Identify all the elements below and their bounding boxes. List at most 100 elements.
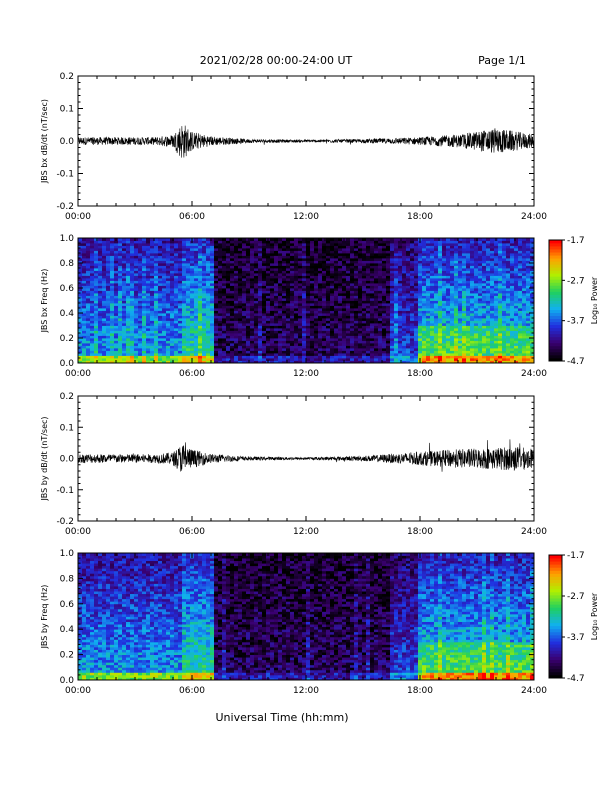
spectrogram-cell: [426, 353, 431, 356]
spectrogram-cell: [234, 245, 239, 249]
spectrogram-cell: [162, 265, 167, 269]
spectrogram-cell: [286, 323, 291, 326]
spectrogram-cell: [114, 288, 119, 291]
spectrogram-cell: [130, 305, 135, 309]
spectrogram-cell: [338, 258, 343, 261]
spectrogram-cell: [182, 263, 187, 266]
spectrogram-cell: [310, 343, 315, 346]
spectrogram-cell: [350, 323, 355, 326]
spectrogram-cell: [310, 350, 315, 354]
spectrogram-cell: [322, 328, 327, 331]
spectrogram-cell: [206, 315, 211, 319]
spectrogram-cell: [382, 265, 387, 269]
spectrogram-cell: [106, 353, 111, 356]
spectrogram-cell: [350, 260, 355, 264]
spectrogram-cell: [418, 320, 423, 324]
spectrogram-cell: [242, 260, 247, 264]
spectrogram-cell: [98, 253, 103, 256]
spectrogram-cell: [406, 318, 411, 321]
spectrogram-cell: [158, 260, 163, 264]
spectrogram-cell: [422, 355, 427, 359]
spectrogram-cell: [414, 353, 419, 356]
spectrogram-cell: [318, 345, 323, 349]
spectrogram-cell: [390, 260, 395, 264]
spectrogram-cell: [150, 290, 155, 294]
spectrogram-cell: [222, 353, 227, 356]
spectrogram-cell: [170, 245, 175, 249]
spectrogram-cell: [410, 290, 415, 294]
spectrogram-cell: [318, 310, 323, 314]
spectrogram-cell: [202, 255, 207, 259]
spectrogram-cell: [114, 358, 119, 361]
spectrogram-cell: [434, 350, 439, 354]
spectrogram-cell: [366, 250, 371, 254]
spectrogram-cell: [78, 263, 83, 266]
spectrogram-cell: [406, 308, 411, 311]
spectrogram-cell: [190, 305, 195, 309]
spectrogram-cell: [178, 293, 183, 296]
spectrogram-cell: [206, 355, 211, 359]
spectrogram-cell: [462, 328, 467, 331]
spectrogram-cell: [266, 333, 271, 336]
spectrogram-cell: [186, 320, 191, 324]
spectrogram-cell: [130, 318, 135, 321]
spectrogram-cell: [218, 333, 223, 336]
spectrogram-cell: [78, 250, 83, 254]
spectrogram-cell: [442, 325, 447, 329]
spectrogram-cell: [106, 330, 111, 334]
spectrogram-cell: [230, 298, 235, 301]
spectrogram-cell: [290, 265, 295, 269]
spectrogram-cell: [334, 323, 339, 326]
spectrogram-cell: [294, 310, 299, 314]
spectrogram-cell: [198, 333, 203, 336]
spectrogram-cell: [306, 245, 311, 249]
spectrogram-cell: [262, 323, 267, 326]
spectrogram-cell: [86, 360, 91, 364]
spectrogram-cell: [350, 305, 355, 309]
spectrogram-cell: [194, 288, 199, 291]
spectrogram-cell: [126, 318, 131, 321]
spectrogram-cell: [302, 308, 307, 311]
spectrogram-cell: [414, 323, 419, 326]
spectrogram-cell: [374, 293, 379, 296]
spectrogram-cell: [282, 238, 287, 241]
spectrogram-cell: [158, 283, 163, 286]
spectrogram-cell: [254, 270, 259, 274]
spectrogram-cell: [94, 338, 99, 341]
spectrogram-cell: [286, 320, 291, 324]
x-tick-label: 06:00: [179, 212, 205, 222]
spectrogram-cell: [286, 283, 291, 286]
spectrogram-cell: [438, 315, 443, 319]
spectrogram-cell: [338, 298, 343, 301]
spectrogram-cell: [202, 323, 207, 326]
spectrogram-cell: [262, 325, 267, 329]
spectrogram-cell: [94, 335, 99, 339]
spectrogram-cell: [122, 290, 127, 294]
spectrogram-cell: [438, 348, 443, 351]
spectrogram-cell: [254, 303, 259, 306]
spectrogram-cell: [222, 265, 227, 269]
spectrogram-cell: [90, 355, 95, 359]
spectrogram-cell: [154, 350, 159, 354]
spectrogram-cell: [330, 280, 335, 284]
spectrogram-cell: [214, 253, 219, 256]
spectrogram-cell: [106, 358, 111, 361]
spectrogram-cell: [82, 293, 87, 296]
spectrogram-cell: [322, 323, 327, 326]
spectrogram-cell: [110, 278, 115, 281]
spectrogram-cell: [362, 328, 367, 331]
spectrogram-cell: [318, 248, 323, 251]
spectrogram-cell: [122, 285, 127, 289]
spectrogram-cell: [430, 263, 435, 266]
spectrogram-cell: [454, 340, 459, 344]
spectrogram-cell: [270, 360, 275, 364]
spectrogram-cell: [106, 263, 111, 266]
spectrogram-cell: [186, 305, 191, 309]
spectrogram-cell: [150, 318, 155, 321]
spectrogram-cell: [222, 248, 227, 251]
spectrogram-cell: [366, 308, 371, 311]
spectrogram-cell: [234, 305, 239, 309]
spectrogram-cell: [206, 283, 211, 286]
spectrogram-cell: [166, 285, 171, 289]
spectrogram-cell: [394, 273, 399, 276]
